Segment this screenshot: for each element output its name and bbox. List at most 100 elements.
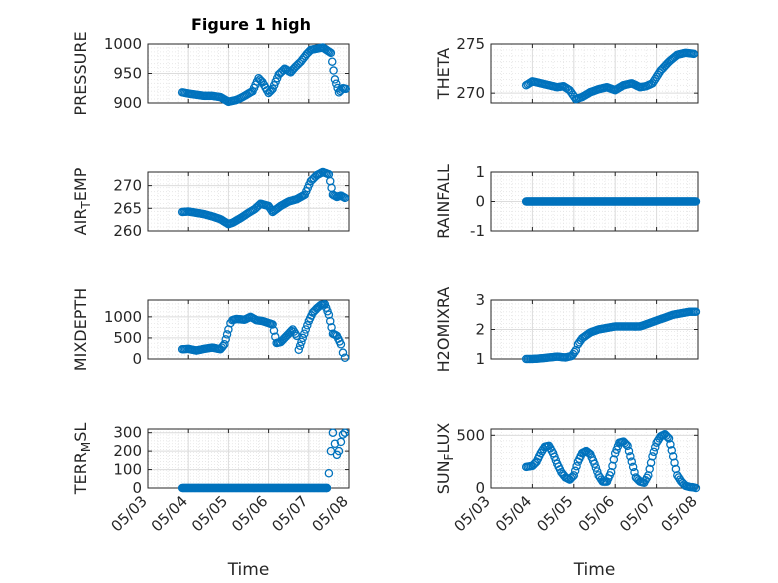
data-point bbox=[341, 84, 351, 94]
data-point bbox=[338, 348, 348, 357]
data-point bbox=[288, 325, 297, 334]
data-point bbox=[297, 337, 306, 347]
y-axis-label: TERRMSL bbox=[71, 423, 93, 496]
y-axis-label: SUNFLUX bbox=[434, 423, 456, 495]
data-point bbox=[628, 462, 638, 472]
data-point bbox=[673, 471, 682, 480]
data-point bbox=[663, 432, 672, 442]
data-point bbox=[691, 307, 701, 317]
data-point bbox=[590, 459, 599, 469]
y-tick-label: 1000 bbox=[104, 308, 142, 326]
data-point bbox=[329, 66, 338, 75]
y-tick-label: 2 bbox=[475, 321, 485, 339]
data-point bbox=[537, 446, 547, 456]
data-point bbox=[584, 448, 594, 458]
data-point bbox=[255, 75, 265, 84]
x-axis-label: Time bbox=[227, 560, 270, 580]
y-tick-label: 300 bbox=[113, 424, 142, 442]
y-axis-label: PRESSURE bbox=[71, 31, 90, 115]
data-point bbox=[648, 452, 657, 461]
data-point bbox=[220, 339, 229, 349]
data-point bbox=[606, 467, 616, 477]
data-point bbox=[652, 438, 661, 447]
y-tick-label: 275 bbox=[456, 35, 485, 53]
y-tick-label: 3 bbox=[475, 291, 485, 309]
data-point bbox=[691, 197, 701, 206]
data-point bbox=[609, 455, 619, 464]
axes-box bbox=[147, 171, 350, 232]
data-point bbox=[291, 329, 300, 338]
data-point bbox=[569, 471, 579, 480]
data-point bbox=[340, 428, 350, 437]
data-point bbox=[648, 79, 657, 88]
axes-box bbox=[490, 43, 699, 104]
data-point bbox=[594, 471, 603, 480]
data-point bbox=[536, 448, 545, 458]
y-tick-label: 500 bbox=[113, 329, 142, 347]
y-tick-label: 0 bbox=[132, 350, 142, 368]
data-point bbox=[336, 339, 346, 349]
data-point bbox=[620, 438, 630, 448]
y-axis-label: RAINFALL bbox=[434, 164, 453, 239]
data-point bbox=[327, 57, 337, 66]
data-point bbox=[269, 326, 279, 335]
data-point bbox=[668, 452, 678, 461]
data-point bbox=[332, 79, 341, 88]
data-point bbox=[570, 347, 579, 357]
data-point bbox=[646, 458, 656, 467]
data-point bbox=[624, 446, 634, 456]
subplot-mixdepth: 0 500 1000 MIXDEPTH bbox=[71, 288, 350, 371]
data-point bbox=[623, 441, 632, 451]
y-tick-label: 0 bbox=[475, 479, 485, 497]
y-tick-label: 1 bbox=[475, 350, 485, 368]
y-axis-label: H2OMIXRA bbox=[434, 287, 453, 373]
data-point bbox=[322, 483, 332, 493]
data-point bbox=[268, 320, 277, 329]
data-point bbox=[529, 460, 539, 469]
data-point bbox=[667, 446, 677, 455]
data-point bbox=[591, 463, 601, 472]
data-point bbox=[300, 329, 309, 338]
data-point bbox=[295, 341, 305, 351]
data-point bbox=[666, 440, 675, 449]
data-point bbox=[301, 325, 311, 334]
data-point bbox=[644, 471, 653, 480]
data-point bbox=[340, 353, 350, 362]
data-point bbox=[326, 48, 336, 58]
data-point bbox=[326, 446, 336, 456]
data-point bbox=[324, 310, 334, 319]
data-point bbox=[327, 323, 336, 332]
data-point bbox=[221, 335, 230, 344]
y-tick-label: 1000 bbox=[104, 35, 142, 53]
data-point bbox=[626, 452, 635, 461]
data-point bbox=[285, 328, 295, 337]
data-point bbox=[664, 434, 674, 443]
data-point bbox=[530, 458, 540, 468]
y-tick-label: 0 bbox=[475, 193, 485, 211]
x-axis-label: Time bbox=[573, 560, 616, 580]
data-point bbox=[653, 70, 663, 80]
y-tick-label: 950 bbox=[113, 65, 142, 83]
data-point bbox=[650, 74, 660, 84]
data-point bbox=[324, 468, 334, 478]
data-point bbox=[671, 464, 681, 474]
data-point bbox=[294, 345, 303, 354]
data-point bbox=[653, 436, 663, 445]
data-point bbox=[340, 193, 350, 203]
data-point bbox=[328, 428, 338, 437]
data-point bbox=[330, 439, 340, 448]
y-tick-label: 1 bbox=[475, 163, 485, 181]
y-tick-label: 270 bbox=[113, 177, 142, 195]
y-tick-label: 200 bbox=[113, 442, 142, 460]
data-point bbox=[652, 72, 661, 82]
data-point bbox=[298, 333, 308, 343]
data-point bbox=[627, 457, 637, 466]
data-point bbox=[674, 473, 683, 482]
data-point bbox=[571, 345, 581, 355]
y-tick-label: 260 bbox=[113, 222, 142, 240]
data-point bbox=[691, 483, 701, 493]
subplot-h2omixra: 1 2 3 H2OMIXRA bbox=[434, 287, 701, 373]
data-point bbox=[222, 330, 232, 339]
